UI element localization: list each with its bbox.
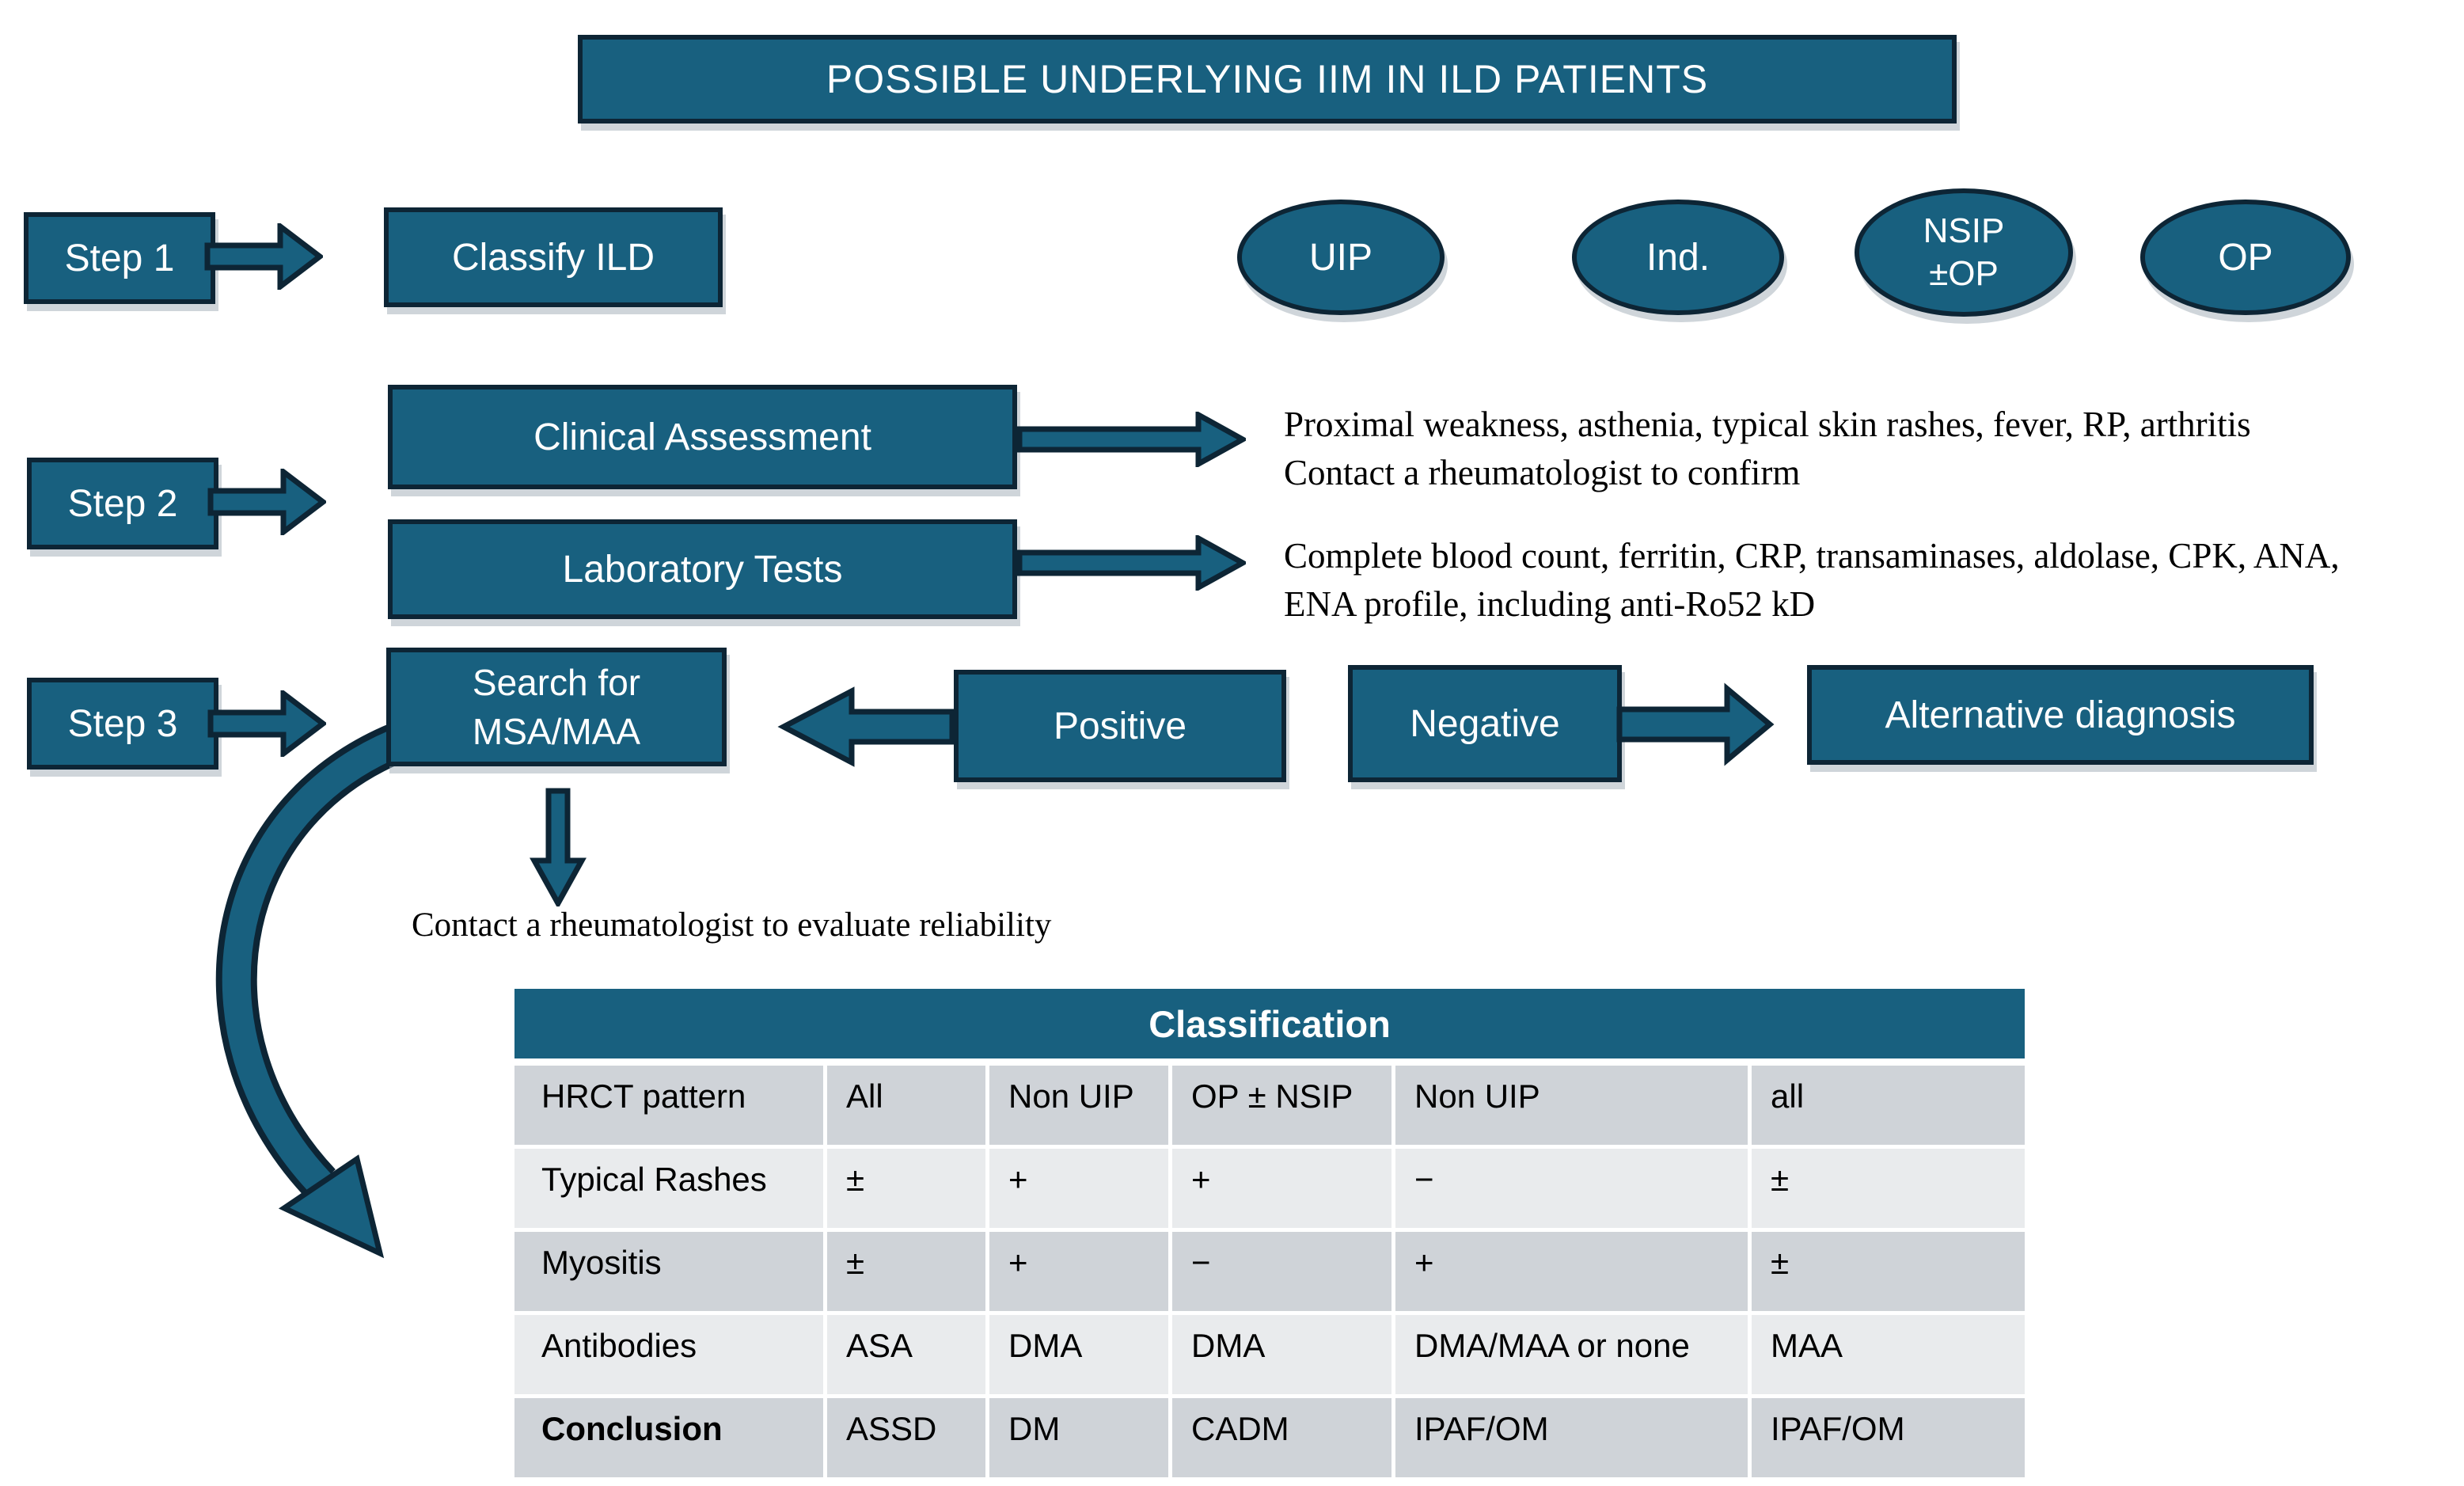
table-row-label: Typical Rashes: [514, 1149, 823, 1228]
step3-right-arrow-icon: [207, 690, 326, 757]
step1-right-arrow-icon: [204, 223, 323, 290]
step1-label: Step 1: [64, 237, 175, 279]
reliability-note: Contact a rheumatologist to evaluate rel…: [412, 906, 1052, 944]
oval-nsip-op-label: NSIP ±OP: [1923, 210, 2005, 295]
clinical-assessment-label: Clinical Assessment: [533, 416, 871, 458]
oval-ind-label: Ind.: [1646, 236, 1710, 279]
table-cell: OP ± NSIP: [1172, 1066, 1391, 1145]
table-row-label: HRCT pattern: [514, 1066, 823, 1145]
search-msa-maa-label: Search for MSA/MAA: [473, 658, 640, 756]
step2-label: Step 2: [67, 482, 178, 525]
laboratory-tests-label: Laboratory Tests: [562, 548, 843, 591]
page-title: POSSIBLE UNDERLYING IIM IN ILD PATIENTS: [826, 57, 1709, 101]
step3-box: Step 3: [27, 678, 218, 770]
lab-note-line1: Complete blood count, ferritin, CRP, tra…: [1284, 536, 2340, 576]
table-cell: IPAF/OM: [1395, 1398, 1748, 1477]
negative-label: Negative: [1410, 702, 1560, 745]
classification-table-grid: HRCT pattern All Non UIP OP ± NSIP Non U…: [514, 1066, 2025, 1477]
table-cell: Non UIP: [1395, 1066, 1748, 1145]
table-cell: DMA: [1172, 1315, 1391, 1394]
lab-note-line2: ENA profile, including anti-Ro52 kD: [1284, 584, 1816, 624]
table-cell: all: [1752, 1066, 2025, 1145]
table-row-label: Myositis: [514, 1232, 823, 1311]
oval-uip-label: UIP: [1308, 236, 1372, 279]
table-cell: IPAF/OM: [1752, 1398, 2025, 1477]
lab-note-arrow-icon: [1016, 535, 1246, 591]
table-cell: DMA/MAA or none: [1395, 1315, 1748, 1394]
clinical-note: Proximal weakness, asthenia, typical ski…: [1284, 401, 2251, 497]
table-cell: +: [1395, 1232, 1748, 1311]
lab-note: Complete blood count, ferritin, CRP, tra…: [1284, 532, 2340, 629]
clinical-note-line2: Contact a rheumatologist to confirm: [1284, 453, 1801, 492]
table-cell: ASA: [827, 1315, 985, 1394]
clinical-assessment-box: Clinical Assessment: [388, 385, 1017, 489]
laboratory-tests-box: Laboratory Tests: [388, 519, 1017, 619]
search-msa-maa-box: Search for MSA/MAA: [386, 648, 727, 766]
curved-down-arrow-icon: [215, 711, 438, 1259]
search-line1: Search for: [472, 662, 641, 703]
positive-label: Positive: [1053, 705, 1187, 747]
table-cell: MAA: [1752, 1315, 2025, 1394]
table-cell: ±: [827, 1232, 985, 1311]
table-cell: +: [989, 1232, 1168, 1311]
step2-box: Step 2: [27, 458, 218, 549]
table-cell: +: [1172, 1149, 1391, 1228]
table-cell: Non UIP: [989, 1066, 1168, 1145]
table-cell: +: [989, 1149, 1168, 1228]
oval-ind: Ind.: [1572, 200, 1784, 315]
table-cell: −: [1172, 1232, 1391, 1311]
alternative-diagnosis-label: Alternative diagnosis: [1885, 694, 2236, 736]
positive-left-arrow-icon: [777, 686, 955, 767]
table-cell: ±: [1752, 1149, 2025, 1228]
step3-label: Step 3: [67, 702, 178, 745]
title-banner: POSSIBLE UNDERLYING IIM IN ILD PATIENTS: [578, 35, 1957, 124]
oval-nsip-line2: ±OP: [1929, 254, 1999, 293]
table-cell: ASSD: [827, 1398, 985, 1477]
table-cell: CADM: [1172, 1398, 1391, 1477]
table-cell: ±: [827, 1149, 985, 1228]
table-cell: −: [1395, 1149, 1748, 1228]
classification-table-title: Classification: [514, 989, 2025, 1058]
step2-right-arrow-icon: [207, 469, 326, 535]
search-down-arrow-icon: [530, 788, 587, 906]
oval-nsip-line1: NSIP: [1923, 211, 2005, 250]
step1-box: Step 1: [24, 212, 215, 304]
oval-nsip-op: NSIP ±OP: [1855, 188, 2073, 317]
classification-table: Classification HRCT pattern All Non UIP …: [514, 989, 2025, 1477]
positive-box: Positive: [954, 670, 1286, 782]
clinical-note-arrow-icon: [1016, 412, 1246, 467]
negative-right-arrow-icon: [1616, 682, 1775, 766]
table-cell: ±: [1752, 1232, 2025, 1311]
table-cell: DMA: [989, 1315, 1168, 1394]
oval-op-label: OP: [2218, 236, 2273, 279]
search-line2: MSA/MAA: [472, 711, 641, 752]
table-cell: All: [827, 1066, 985, 1145]
clinical-note-line1: Proximal weakness, asthenia, typical ski…: [1284, 405, 2251, 444]
oval-uip: UIP: [1237, 200, 1445, 315]
negative-box: Negative: [1348, 665, 1622, 782]
table-row-label: Antibodies: [514, 1315, 823, 1394]
alternative-diagnosis-box: Alternative diagnosis: [1807, 665, 2314, 765]
classify-ild-label: Classify ILD: [451, 236, 655, 279]
classify-ild-box: Classify ILD: [384, 207, 723, 307]
table-row-label: Conclusion: [514, 1398, 823, 1477]
classification-title-text: Classification: [1148, 1002, 1391, 1045]
oval-op: OP: [2140, 200, 2351, 315]
table-cell: DM: [989, 1398, 1168, 1477]
